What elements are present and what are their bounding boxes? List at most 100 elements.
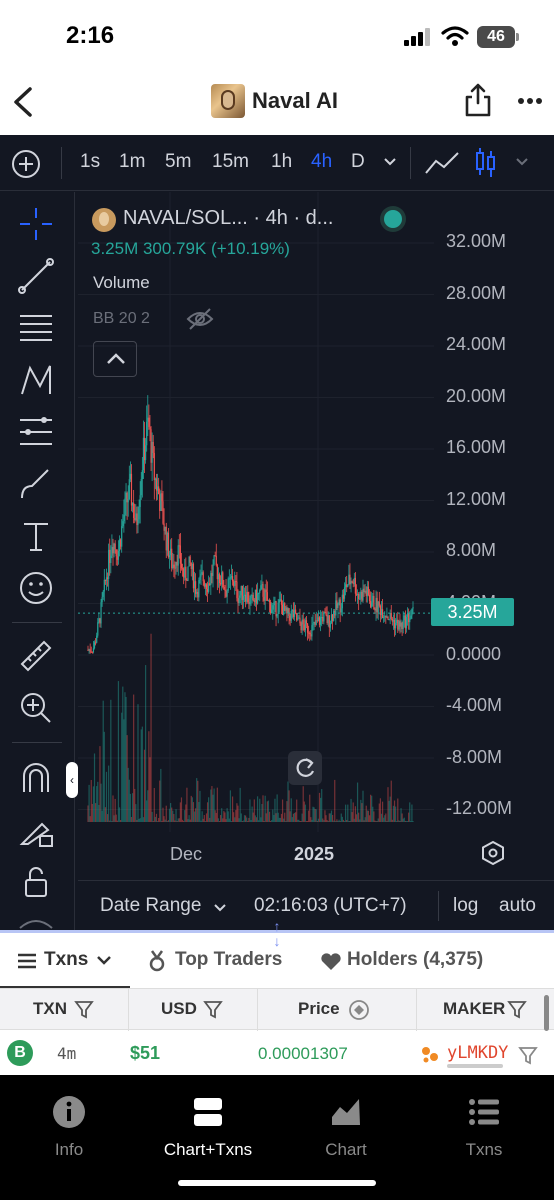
volume-bar	[118, 807, 121, 822]
timeframe-15m[interactable]: 15m	[212, 151, 249, 172]
timeframe-4h[interactable]: 4h	[311, 151, 333, 172]
volume-bar	[128, 779, 130, 822]
reset-chart-button[interactable]	[288, 751, 322, 785]
candle-body	[95, 642, 97, 644]
candle-body	[118, 539, 121, 551]
resize-handle[interactable]: ↑ ↓	[273, 918, 281, 949]
nav-info[interactable]: Info	[9, 1095, 129, 1160]
volume-bar	[243, 815, 246, 822]
chevron-down-icon[interactable]	[383, 157, 397, 167]
volume-bar	[238, 818, 240, 822]
candle-body	[323, 612, 325, 622]
candle-body	[251, 594, 253, 596]
area-chart-icon	[332, 1099, 360, 1125]
filter-icon[interactable]	[518, 1045, 538, 1065]
log-toggle[interactable]: log	[453, 895, 479, 916]
volume-bar	[183, 821, 185, 822]
settings-hex-icon[interactable]	[481, 840, 505, 866]
eye-icon[interactable]	[16, 908, 56, 948]
chevron-down-icon[interactable]	[96, 955, 112, 967]
candle-body	[134, 517, 136, 521]
filter-icon[interactable]	[203, 999, 223, 1019]
volume-bar	[91, 803, 93, 822]
timeframe-d[interactable]: D	[351, 151, 365, 172]
candle-body	[401, 622, 403, 629]
tab-txns[interactable]: Txns	[44, 949, 89, 970]
volume-bar	[350, 798, 352, 822]
collapse-tools-handle[interactable]: ‹	[66, 762, 78, 798]
tab-top-traders[interactable]: Top Traders	[175, 949, 283, 970]
back-chevron-icon[interactable]	[10, 85, 36, 119]
ruler-icon[interactable]	[16, 636, 56, 676]
unlock-icon[interactable]	[16, 862, 56, 902]
candles-icon[interactable]	[474, 147, 498, 179]
chevron-down-icon[interactable]	[213, 903, 227, 913]
timeframe-1s[interactable]: 1s	[80, 151, 101, 172]
volume-bar	[241, 821, 243, 822]
date-range-button[interactable]: Date Range	[100, 895, 202, 916]
nav-label: Info	[54, 1140, 84, 1159]
volume-bar	[266, 801, 268, 822]
collapse-legend-button[interactable]	[93, 341, 137, 377]
volume-bar	[176, 821, 178, 822]
line-chart-icon[interactable]	[424, 149, 460, 177]
volume-bar	[247, 821, 249, 822]
crosshair-icon[interactable]	[16, 204, 56, 244]
page-title: Naval AI	[252, 88, 339, 113]
fib-lines-icon[interactable]	[16, 308, 56, 348]
buy-badge: B	[7, 1040, 33, 1066]
table-scrollbar[interactable]	[544, 995, 549, 1031]
prediction-icon[interactable]	[16, 412, 56, 452]
trend-line-icon[interactable]	[16, 256, 56, 296]
volume-bar	[281, 799, 284, 822]
nav-chart[interactable]: Chart	[286, 1095, 406, 1160]
candle-body	[354, 577, 356, 594]
volume-bar	[392, 805, 395, 822]
candle-body	[237, 598, 239, 604]
volume-bar	[276, 794, 278, 822]
nav-txns[interactable]: Txns	[424, 1095, 544, 1160]
volume-bar	[202, 818, 204, 822]
brush-icon[interactable]	[16, 464, 56, 504]
zoom-in-icon[interactable]	[16, 688, 56, 728]
price-chart[interactable]	[78, 192, 554, 832]
emoji-icon[interactable]	[16, 568, 56, 608]
more-icon[interactable]	[517, 97, 543, 105]
legend-symbol: NAVAL/SOL... · 4h · d...	[123, 207, 334, 229]
candle-body	[222, 572, 224, 588]
text-tool-icon[interactable]	[16, 516, 56, 556]
add-indicator-icon[interactable]	[11, 149, 41, 179]
volume-bar	[287, 781, 289, 822]
candle-body	[289, 615, 291, 621]
volume-bar	[359, 819, 361, 822]
candle-body	[189, 556, 191, 563]
volume-bar	[296, 799, 298, 822]
currency-toggle-icon[interactable]	[348, 999, 370, 1021]
auto-toggle[interactable]: auto	[499, 895, 536, 916]
magnet-icon[interactable]	[16, 758, 56, 798]
volume-bar	[395, 806, 397, 822]
volume-bar	[292, 813, 295, 822]
tab-holders[interactable]: Holders (4,375)	[347, 949, 484, 970]
filter-icon[interactable]	[74, 999, 94, 1019]
candle-body	[201, 572, 203, 574]
volume-bar	[308, 810, 310, 822]
volume-bar	[197, 780, 199, 822]
txn-maker[interactable]: yLMKDY	[447, 1043, 509, 1063]
nav-chart-txns[interactable]: Chart+Txns	[148, 1095, 268, 1160]
timeframe-5m[interactable]: 5m	[165, 151, 192, 172]
last-price-tag: 3.25M	[431, 598, 514, 626]
candle-body	[174, 567, 176, 569]
chevron-down-icon[interactable]	[515, 157, 529, 167]
eye-hidden-icon[interactable]	[186, 307, 214, 331]
filter-icon[interactable]	[507, 999, 527, 1019]
volume-bar	[177, 818, 179, 822]
volume-bar	[101, 810, 103, 822]
pattern-icon[interactable]	[16, 360, 56, 400]
timeframe-1m[interactable]: 1m	[119, 151, 146, 172]
share-icon[interactable]	[464, 82, 492, 118]
lock-drawing-icon[interactable]	[16, 810, 56, 850]
table-row[interactable]: B 4m $51 0.00001307 yLMKDY	[0, 1031, 554, 1075]
timeframe-1h[interactable]: 1h	[271, 151, 293, 172]
candle-body	[217, 574, 220, 580]
